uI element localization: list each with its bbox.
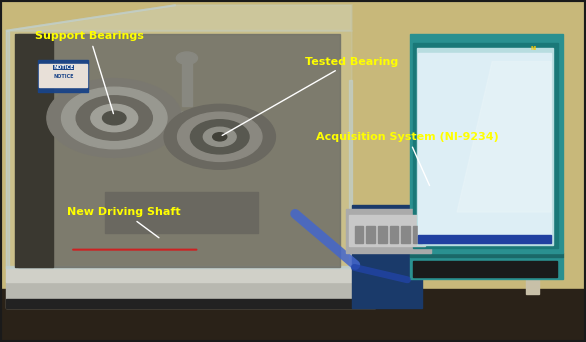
Polygon shape xyxy=(6,5,352,31)
Bar xyxy=(38,60,88,92)
Bar xyxy=(349,215,425,246)
Circle shape xyxy=(176,52,197,64)
Circle shape xyxy=(203,127,236,146)
Circle shape xyxy=(76,96,152,140)
Circle shape xyxy=(103,111,126,125)
FancyArrowPatch shape xyxy=(355,267,407,280)
Bar xyxy=(114,112,220,124)
Polygon shape xyxy=(457,62,551,212)
Bar xyxy=(418,235,551,243)
Bar xyxy=(6,31,352,268)
Bar xyxy=(410,253,563,257)
Bar xyxy=(401,226,410,243)
Bar xyxy=(355,226,363,243)
Circle shape xyxy=(47,79,182,157)
Bar xyxy=(0,289,586,342)
Bar xyxy=(0,0,586,294)
Circle shape xyxy=(164,104,275,169)
Bar xyxy=(15,34,53,267)
Bar xyxy=(417,48,553,245)
Bar xyxy=(413,261,557,277)
Bar xyxy=(410,34,563,253)
Bar xyxy=(390,226,398,243)
Text: NOTICE: NOTICE xyxy=(53,75,73,79)
Bar xyxy=(6,266,352,268)
Bar xyxy=(378,226,387,243)
Circle shape xyxy=(190,120,249,154)
Circle shape xyxy=(62,87,167,149)
Bar xyxy=(346,209,431,253)
Bar xyxy=(182,58,192,106)
Circle shape xyxy=(213,133,227,141)
Bar xyxy=(349,80,352,268)
Bar xyxy=(6,299,375,308)
Bar xyxy=(18,34,340,267)
Bar xyxy=(6,31,9,268)
Bar xyxy=(352,205,422,308)
Bar xyxy=(413,226,422,243)
Circle shape xyxy=(511,62,556,88)
Text: Tested Bearing: Tested Bearing xyxy=(222,56,398,135)
Bar xyxy=(413,43,558,248)
Text: New Driving Shaft: New Driving Shaft xyxy=(67,207,181,238)
Bar xyxy=(526,82,539,294)
Circle shape xyxy=(91,104,138,132)
Bar xyxy=(418,53,551,243)
Text: NI: NI xyxy=(530,46,536,51)
Text: NOTICE: NOTICE xyxy=(53,65,73,70)
Bar xyxy=(366,226,375,243)
Bar xyxy=(6,279,375,308)
Bar xyxy=(105,192,258,233)
FancyArrowPatch shape xyxy=(295,214,355,265)
Text: Support Bearings: Support Bearings xyxy=(35,31,144,114)
Circle shape xyxy=(178,112,262,161)
Bar xyxy=(39,64,87,87)
Text: Acquisition System (NI-9234): Acquisition System (NI-9234) xyxy=(316,132,499,186)
Bar xyxy=(410,256,563,279)
Bar xyxy=(6,268,375,282)
